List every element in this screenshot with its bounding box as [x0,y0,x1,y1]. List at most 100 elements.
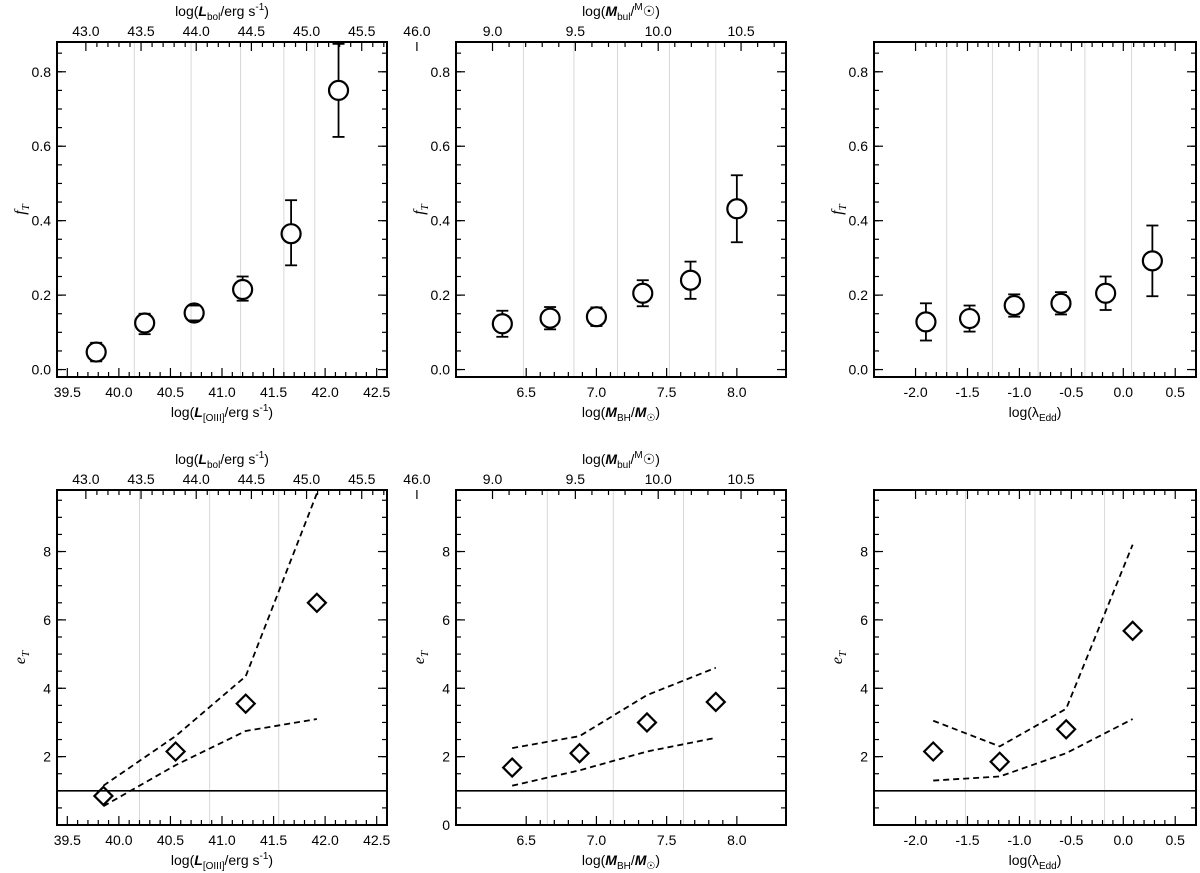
panel-frame [56,41,388,378]
data-point [632,282,654,304]
data-point [1003,294,1025,317]
x-axis-label: log(λEdd) [1009,404,1062,424]
y-axis-label-main: f [12,208,29,215]
y-tick-label: 0.8 [431,64,451,80]
x-axis-label-part-1: M [605,852,617,868]
data-point [501,757,523,779]
y-tick-label: 4 [442,680,450,696]
x-axis-label-part-4: -1 [260,851,269,862]
x-tick-label: 41.5 [260,832,287,848]
x-tick-label: -1.0 [1007,832,1031,848]
plot-area [915,224,1163,342]
top-axis-label-part-0: log( [175,451,199,467]
y-tick-label: 8 [860,544,868,560]
x-axis-label-part-2: BH [617,413,631,424]
x-axis-label-part-6: ) [655,852,660,868]
x-axis-label-part-0: log(λ [1009,404,1039,420]
panel-frame [873,489,1197,826]
upper-bound-line [932,544,1134,748]
top-axis-label-part-6: ) [655,451,660,467]
x-tick-label: 39.5 [54,832,81,848]
y-axis-label-sub: T [837,203,849,210]
top-tick-label: 43.5 [127,471,154,487]
x-axis-label-part-2: [OIII] [203,413,225,424]
panel-frame [873,41,1197,378]
y-axis-label-sub: T [20,203,32,210]
x-axis-label-part-0: log( [582,852,606,868]
top-tick-label: 45.0 [293,23,320,39]
top-axis-label-part-1: L [198,451,207,467]
y-axis-label-sub: T [20,650,32,657]
top-tick-label: 43.0 [72,23,99,39]
plot-area [57,493,387,807]
x-tick-label: 40.5 [157,832,184,848]
top-axis-label-part-5: ☉ [643,451,656,467]
data-point [306,592,328,614]
top-axis-label: log(Mbul/M☉) [582,2,660,23]
data-point [92,785,114,807]
top-axis-label-part-4: -1 [255,450,264,461]
data-point [232,278,254,301]
panel-frame [455,489,787,826]
x-axis-label-part-2: ) [1057,404,1062,420]
y-axis-label: fT [829,203,849,214]
top-axis-label: log(Mbul/M☉) [582,450,660,471]
top-axis-label-part-5: ☉ [643,3,656,19]
panel-frame [56,489,388,826]
panel-5: 6.5 7.0 7.5 8.09.0 9.5 10.0 10.5log(Mbul/M☉)02… [411,450,787,872]
x-axis-label-part-4: -1 [260,403,269,414]
y-tick-label: 2 [43,749,51,765]
x-tick-label: 7.5 [657,832,677,848]
top-tick-label: 43.0 [72,471,99,487]
x-tick-label: 42.5 [363,384,390,400]
x-axis-label-part-2: [OIII] [203,861,225,872]
y-tick-label: 6 [442,612,450,628]
data-point [539,307,561,329]
data-point [1095,282,1117,304]
x-tick-label: 40.0 [105,384,132,400]
y-axis-label: fT [411,203,431,214]
x-tick-label: -0.5 [1059,384,1083,400]
top-axis-label-part-0: log( [582,451,606,467]
top-tick-label: 45.5 [348,471,375,487]
x-axis-label-part-1: L [194,852,203,868]
top-axis-label-part-5: ) [264,451,269,467]
x-tick-label: 7.0 [587,384,607,400]
x-axis-label-part-0: log( [171,404,195,420]
data-point [958,307,981,330]
top-axis-label-part-1: M [605,451,617,467]
y-tick-label: 2 [860,749,868,765]
data-point [726,198,748,220]
x-axis-label-part-0: log(λ [1009,852,1039,868]
y-tick-label: 0.8 [32,64,52,80]
y-tick-label: 0.0 [431,362,451,378]
y-axis-label-main: e [411,657,428,664]
lower-bound-line [933,718,1134,782]
top-axis-label-part-4: M [634,2,642,13]
x-axis-label-part-2: BH [617,861,631,872]
top-axis-label-part-5: ) [264,3,269,19]
data-point [569,742,591,764]
data-point [491,313,513,335]
x-tick-label: 6.5 [516,384,536,400]
panel-4: 39.5 40.0 40.5 41.0 41.5 42.0 42.5 43.0 43.5 44.0… [12,450,431,872]
y-tick-label: 0.2 [849,287,869,303]
upper-bound-line [512,666,717,749]
y-tick-label: 6 [860,612,868,628]
top-tick-label: 10.0 [645,471,672,487]
top-tick-label: 43.5 [127,23,154,39]
lower-bound-line [102,718,318,807]
plot-area [491,174,748,338]
top-tick-label: 9.0 [483,23,503,39]
y-axis-label: eT [829,650,849,664]
top-tick-label: 10.5 [727,471,754,487]
x-tick-label: 0.0 [1114,384,1134,400]
x-axis-label-part-4: M [635,852,647,868]
y-tick-label: 0.4 [431,213,451,229]
y-tick-label: 6 [43,612,51,628]
data-point [165,740,187,763]
x-axis-label-part-1: L [194,404,203,420]
x-tick-label: 8.0 [727,832,747,848]
panel-1: 39.5 40.0 40.5 41.0 41.5 42.0 42.5 43.0 43.5 44.0… [12,2,431,424]
